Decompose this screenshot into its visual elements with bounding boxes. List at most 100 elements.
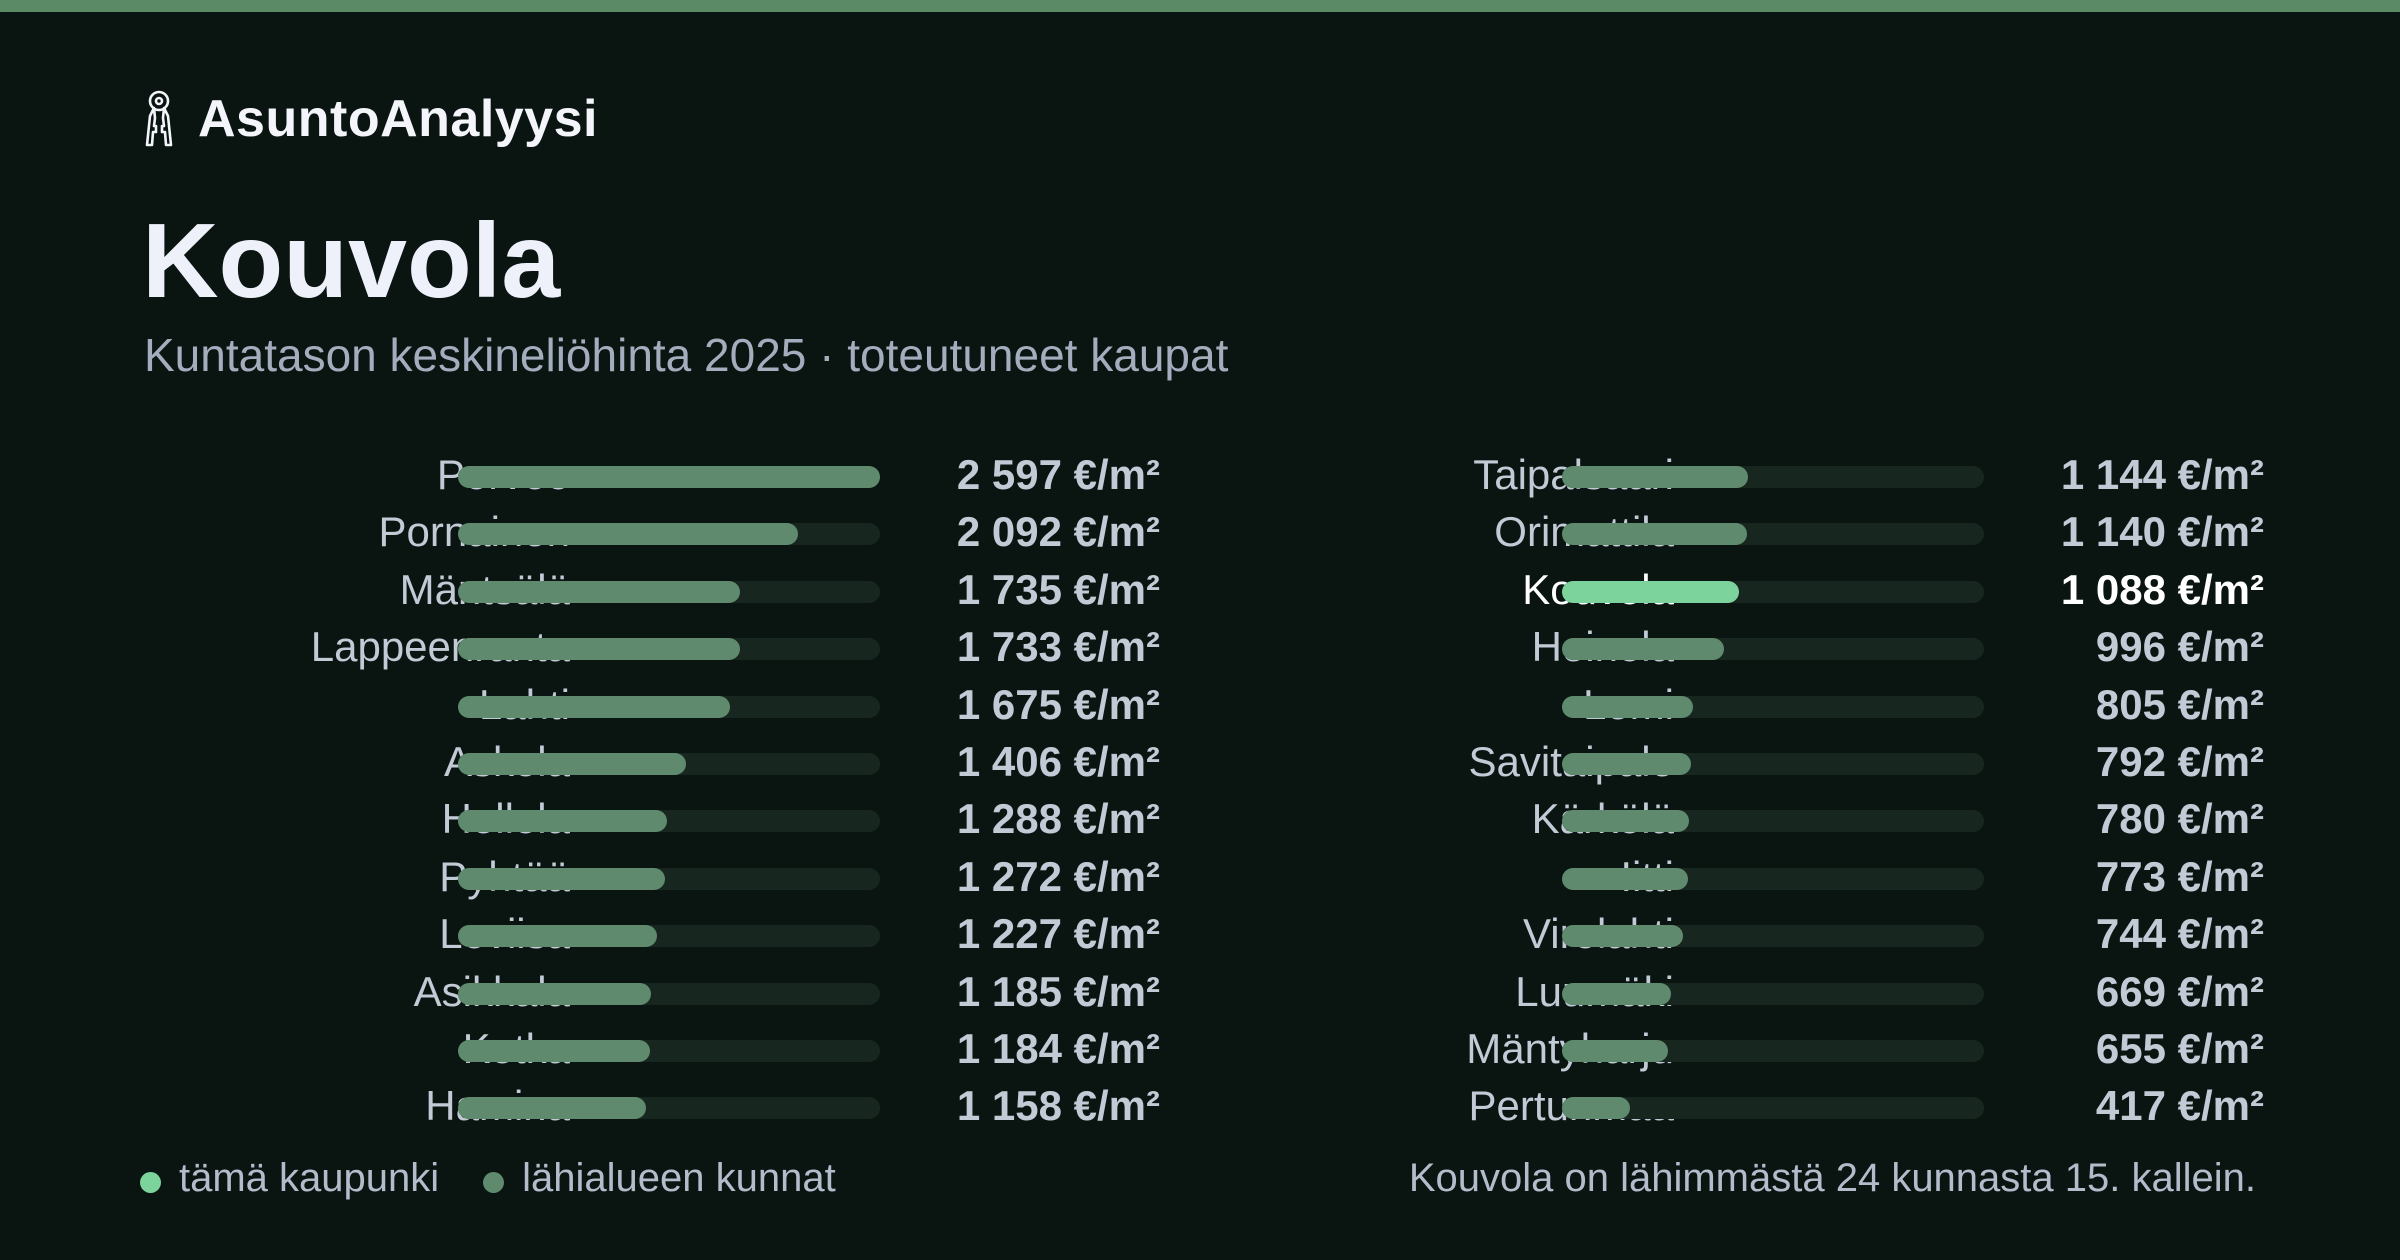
bar-value-label: 1 185 €/m² [956,967,1160,1015]
bar [1562,810,1689,833]
bar-value-label: 1 272 €/m² [956,852,1160,900]
bar-row: Savitaipale792 €/m² [1244,733,2264,790]
bar-row: Lahti1 675 €/m² [140,676,1160,733]
bar-value-label: 2 597 €/m² [956,451,1160,498]
bar [458,1039,651,1062]
bar [458,580,740,603]
bar-row: Asikkala1 185 €/m² [140,963,1160,1020]
bar-track [458,982,880,1005]
bar [1562,982,1671,1005]
bar [1562,925,1683,948]
bar-value-label: 1 088 €/m² [2060,565,2264,613]
bar [1562,1097,1630,1120]
rank-footnote: Kouvola on lähimmästä 24 kunnasta 15. ka… [1408,1156,2256,1200]
bar-value-label: 1 140 €/m² [2060,508,2264,556]
legend-item-nearby: lähialueen kunnat [483,1156,836,1201]
bar-value-label: 655 €/m² [2095,1024,2264,1072]
bar-value-label: 1 406 €/m² [956,737,1160,785]
bar-track [1562,810,1984,833]
bar-value-label: 744 €/m² [2095,910,2264,958]
bar-row: Askola1 406 €/m² [140,733,1160,790]
bar [458,466,880,488]
bar-row: Iitti773 €/m² [1244,848,2264,905]
bar-row: Luumäki669 €/m² [1244,963,2264,1020]
bar-row: Virolahti744 €/m² [1244,905,2264,962]
bar-track [1562,466,1984,488]
bar [458,1097,647,1120]
bar-row: Loviisa1 227 €/m² [140,905,1160,962]
bar-track [1562,580,1984,603]
bar-value-label: 1 288 €/m² [956,795,1160,843]
bar-row: Kotka1 184 €/m² [140,1020,1160,1077]
bar-row: Mäntsälä1 735 €/m² [140,561,1160,618]
bar-value-label: 1 733 €/m² [956,623,1160,671]
page-subtitle: Kuntatason keskineliöhinta 2025 · toteut… [144,329,1229,381]
bar-track [1562,1039,1984,1062]
bar-row: Hamina1 158 €/m² [140,1077,1160,1134]
bar [458,982,651,1005]
bar-value-label: 792 €/m² [2095,737,2264,785]
bar [458,752,687,775]
legend-label: lähialueen kunnat [522,1155,836,1200]
keys-icon [145,90,173,147]
bar [1562,466,1748,488]
bar-row: Pyhtää1 272 €/m² [140,848,1160,905]
bar-track [1562,982,1984,1005]
bar [1562,867,1688,890]
bar-row: Kärkölä780 €/m² [1244,790,2264,847]
bar-value-label: 996 €/m² [2095,623,2264,671]
bar-row: Hollola1 288 €/m² [140,790,1160,847]
bar-value-label: 1 227 €/m² [956,910,1160,958]
bar [458,925,658,948]
bar [458,695,731,718]
legend-item-this-city: tämä kaupunki [140,1156,439,1201]
bar-track [458,1097,880,1120]
bar-value-label: 1 675 €/m² [956,680,1160,728]
bar-row: Lappeenranta 1 733 €/m² [140,618,1160,675]
top-accent-bar [0,0,2400,12]
bar-row: Taipalsaari1 144 €/m² [1244,446,2264,503]
bar [458,867,665,890]
bar-track [458,580,880,603]
bar [1562,580,1739,603]
bar [1562,695,1693,718]
bar-row: Pornainen2 092 €/m² [140,503,1160,560]
legend-dot-other [483,1171,505,1193]
bar [458,638,740,661]
bar-row: Pertunmaa417 €/m² [1244,1077,2264,1134]
bar-track [458,695,880,718]
bar-track [1562,1097,1984,1120]
bar-track [1562,523,1984,546]
bar-track [1562,925,1984,948]
bar [458,810,668,833]
brand: AsuntoAnalyysi [140,88,598,150]
bar [1562,752,1691,775]
brand-name: AsuntoAnalyysi [198,90,598,148]
bar-track [458,867,880,890]
bar [1562,1039,1669,1062]
bar-track [1562,752,1984,775]
legend-label: tämä kaupunki [179,1155,440,1200]
bar [458,523,798,546]
bar-track [458,752,880,775]
bar-value-label: 780 €/m² [2095,795,2264,843]
bar-row: Kouvola1 088 €/m² [1244,561,2264,618]
bar-track [1562,695,1984,718]
legend-dot-highlight [140,1171,161,1193]
bar-track [458,638,880,661]
bar-track [458,1039,880,1062]
chart-legend: tämä kaupunki lähialueen kunnat [140,1150,880,1206]
bar-value-label: 1 144 €/m² [2060,451,2264,498]
bar-value-label: 1 735 €/m² [956,565,1160,613]
bar-value-label: 417 €/m² [2095,1082,2264,1130]
bar-track [1562,638,1984,661]
bar-row: Heinola996 €/m² [1244,618,2264,675]
bar-track [458,810,880,833]
bar-value-label: 1 184 €/m² [956,1024,1160,1072]
page-title: Kouvola [142,202,561,320]
bar-value-label: 805 €/m² [2095,680,2264,728]
bar-value-label: 773 €/m² [2095,852,2264,900]
bar-value-label: 2 092 €/m² [956,508,1160,556]
bar-track [1562,867,1984,890]
bar-row: Mäntyharju655 €/m² [1244,1020,2264,1077]
